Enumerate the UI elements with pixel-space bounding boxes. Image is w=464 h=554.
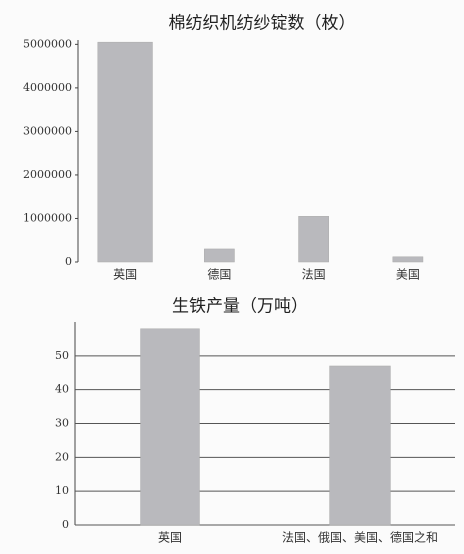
x-tick-label: 德国 (207, 267, 231, 282)
x-tick-label: 法国、俄国、美国、德国之和 (282, 530, 438, 545)
y-tick-label: 2000000 (23, 168, 72, 181)
x-tick-label: 法国 (302, 268, 326, 282)
bar (204, 248, 235, 263)
chart-title: 棉纺织机纺纱锭数（枚） (169, 14, 356, 34)
bar (140, 328, 200, 526)
y-tick-label: 20 (55, 450, 69, 463)
y-tick-label: 4000000 (23, 81, 72, 94)
y-tick-label: 0 (62, 518, 69, 531)
x-tick-label: 英国 (158, 531, 182, 545)
chart-title: 生铁产量（万吨） (172, 297, 308, 317)
x-tick-label: 美国 (396, 268, 420, 282)
y-tick-label: 40 (55, 383, 69, 396)
bar (329, 365, 391, 526)
bar (298, 216, 329, 263)
y-tick-label: 50 (55, 349, 69, 362)
y-tick-label: 5000000 (23, 37, 72, 50)
y-tick-label: 30 (55, 417, 69, 430)
y-tick-label: 3000000 (23, 124, 72, 137)
x-tick-label: 英国 (113, 268, 137, 282)
bar (392, 256, 424, 263)
y-tick-label: 10 (55, 484, 69, 497)
bar (97, 41, 153, 263)
y-tick-label: 0 (65, 255, 72, 268)
y-tick-label: 1000000 (23, 211, 72, 224)
